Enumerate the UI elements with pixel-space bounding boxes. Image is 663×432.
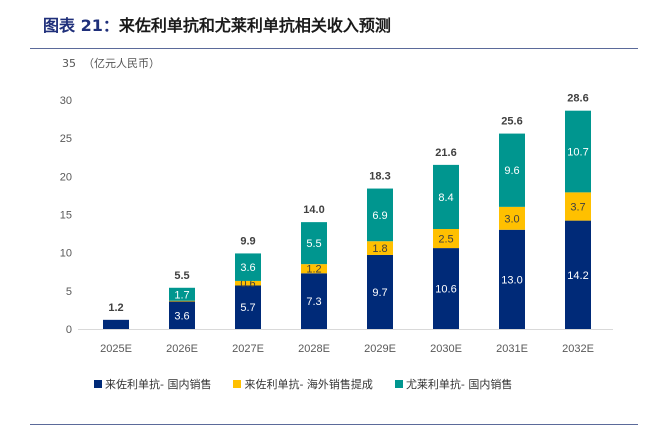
bar-segment (169, 301, 195, 329)
data-label: 6.9 (372, 210, 387, 222)
x-tick-label: 2025E (100, 343, 132, 355)
data-label: 3.0 (504, 213, 519, 225)
total-label: 14.0 (303, 204, 324, 216)
bar-segment (499, 229, 525, 329)
bar-segment (367, 188, 393, 242)
data-label: 3.7 (570, 201, 585, 213)
data-label: 9.6 (504, 165, 519, 177)
bar-segment (499, 133, 525, 207)
legend-item: 来佐利单抗- 国内销售 (94, 376, 211, 392)
data-label: 1.2 (306, 264, 321, 276)
total-label: 1.2 (108, 302, 123, 314)
bar-segment (367, 254, 393, 329)
y-axis-unit-label: 35 （亿元人民币） (62, 55, 160, 71)
y-tick-label: 10 (60, 248, 72, 260)
bar-segment (433, 164, 459, 230)
legend-label: 来佐利单抗- 国内销售 (105, 378, 212, 391)
chart-legend: 来佐利单抗- 国内销售 来佐利单抗- 海外销售提成 尤莱利单抗- 国内销售 (94, 376, 512, 392)
bar-segment (499, 206, 525, 230)
y-axis-label: （亿元人民币） (83, 57, 160, 70)
bar-segment (565, 110, 591, 193)
legend-swatch (94, 380, 102, 388)
bar-segment (433, 229, 459, 249)
total-label: 18.3 (369, 171, 390, 183)
legend-swatch (394, 380, 403, 388)
data-label: 0.6 (240, 278, 255, 290)
bar-segment (565, 220, 591, 329)
x-tick-label: 2028E (298, 343, 330, 355)
bar-segment (301, 273, 327, 329)
legend-item: 来佐利单抗- 海外销售提成 (233, 376, 373, 392)
legend-item: 尤莱利单抗- 国内销售 (394, 376, 513, 392)
data-label: 8.4 (438, 192, 453, 204)
total-label: 21.6 (435, 147, 456, 159)
y-tick-label: 5 (66, 286, 72, 298)
x-tick-label: 2032E (562, 343, 594, 355)
title-divider (30, 48, 638, 49)
total-label: 5.5 (174, 270, 189, 282)
data-label: 5.5 (306, 238, 321, 250)
total-label: 25.6 (501, 116, 522, 128)
x-tick-label: 2030E (430, 343, 462, 355)
legend-swatch (233, 380, 242, 388)
bar-segment (235, 285, 261, 329)
bar-segment (565, 192, 591, 221)
data-label: 13.0 (501, 274, 522, 286)
data-label: 3.6 (174, 310, 189, 322)
data-label: 1.7 (174, 289, 189, 301)
legend-label: 来佐利单抗- 海外销售提成 (244, 378, 373, 391)
total-label: 28.6 (567, 93, 588, 105)
y-tick-label: 0 (66, 324, 72, 336)
y-tick-label: 20 (60, 171, 72, 183)
figure-number: 图表 21： (43, 16, 119, 35)
y-tick-label: 15 (60, 210, 72, 222)
data-label: 10.6 (435, 284, 456, 296)
x-tick-label: 2027E (232, 343, 264, 355)
data-label: 5.7 (240, 302, 255, 314)
total-label: 9.9 (240, 235, 255, 247)
bar-segment (235, 280, 261, 286)
bottom-divider (30, 424, 638, 425)
data-label: 10.7 (567, 147, 588, 159)
data-label: 14.2 (567, 270, 588, 282)
x-tick-label: 2031E (496, 343, 528, 355)
bar-segment (433, 248, 459, 329)
data-label: 2.5 (438, 234, 453, 246)
bar-segment (103, 319, 129, 329)
y-tick-label: 25 (60, 133, 72, 145)
figure-title-text: 来佐利单抗和尤莱利单抗相关收入预测 (118, 16, 391, 35)
data-label: 3.6 (240, 262, 255, 274)
data-label: 1.8 (372, 243, 387, 255)
legend-label: 尤莱利单抗- 国内销售 (405, 378, 513, 391)
x-tick-label: 2029E (364, 343, 396, 355)
bar-segment (301, 264, 327, 274)
bar-segment (169, 287, 195, 301)
bar-segment (367, 241, 393, 255)
data-label: 9.7 (372, 287, 387, 299)
x-tick-label: 2026E (166, 343, 198, 355)
data-label: 7.3 (306, 296, 321, 308)
y-tick-top: 35 (62, 57, 76, 70)
figure-title: 图表 21：来佐利单抗和尤莱利单抗相关收入预测 (43, 12, 391, 36)
bar-segment (169, 300, 195, 302)
bar-segment (301, 222, 327, 265)
bar-segment (235, 253, 261, 281)
y-tick-label: 30 (60, 95, 72, 107)
